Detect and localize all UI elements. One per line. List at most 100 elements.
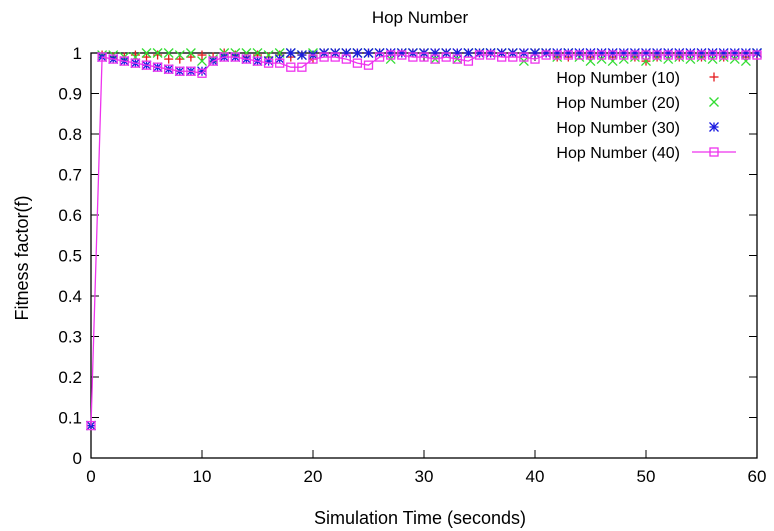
data-point (108, 54, 118, 64)
data-point (752, 50, 762, 60)
data-point (186, 66, 196, 76)
legend-marker (709, 97, 719, 107)
data-point (452, 48, 463, 58)
data-point (508, 52, 518, 62)
y-tick-label: 0.2 (58, 368, 82, 387)
data-point (696, 48, 707, 58)
legend: Hop Number (10) Hop Number (20) Hop Number… (556, 70, 736, 162)
data-point (608, 50, 618, 60)
data-point (718, 48, 729, 58)
data-point (674, 48, 685, 58)
data-point (497, 52, 507, 62)
legend-marker (709, 147, 719, 157)
data-point (363, 48, 374, 58)
data-point (685, 50, 696, 60)
data-point (740, 48, 751, 58)
data-point (729, 48, 740, 58)
data-point (208, 56, 218, 66)
data-point (563, 50, 573, 60)
data-point (552, 48, 563, 58)
data-point (197, 66, 207, 77)
data-point (541, 50, 551, 60)
data-point (463, 56, 474, 66)
data-point (707, 48, 718, 58)
legend-label: Hop Number (20) (556, 95, 680, 112)
data-point (630, 50, 640, 60)
data-point (352, 58, 363, 68)
data-point (408, 52, 418, 62)
data-point (618, 48, 629, 58)
data-point (97, 52, 107, 62)
y-tick-label: 0.4 (58, 287, 82, 306)
y-tick-label: 0.3 (58, 328, 82, 347)
data-point (363, 60, 374, 70)
data-point (175, 66, 185, 76)
data-point (485, 48, 496, 58)
data-point (652, 50, 662, 60)
data-point (219, 52, 229, 62)
series-4 (86, 50, 762, 431)
data-point (674, 50, 684, 60)
data-point (252, 56, 263, 66)
data-point (641, 50, 651, 60)
data-point (585, 48, 596, 58)
data-point (474, 50, 485, 60)
data-point (430, 48, 441, 58)
y-tick-label: 0.9 (58, 85, 82, 104)
data-point (741, 50, 751, 60)
plot-frame (90, 52, 758, 459)
data-point (585, 50, 596, 60)
data-point (152, 62, 163, 72)
data-point (153, 50, 163, 60)
data-point (419, 52, 429, 62)
data-point (374, 52, 385, 62)
data-point (141, 60, 152, 70)
x-tick-label: 40 (526, 467, 545, 486)
y-tick-label: 0 (73, 449, 82, 468)
y-tick-label: 1 (73, 44, 82, 63)
x-tick-label: 30 (415, 467, 434, 486)
data-point (241, 54, 252, 64)
data-point (330, 52, 340, 62)
data-point (619, 50, 629, 60)
y-tick-label: 0.6 (58, 206, 82, 225)
data-point (463, 48, 474, 58)
data-point (275, 58, 285, 68)
data-point (563, 48, 574, 58)
legend-marker (709, 122, 719, 132)
data-point (197, 68, 207, 78)
data-point (474, 48, 485, 58)
data-point (296, 50, 307, 60)
data-point (397, 50, 407, 60)
data-point (530, 54, 540, 64)
data-point (175, 54, 185, 64)
data-point (263, 58, 274, 68)
data-point (452, 54, 462, 64)
data-point (319, 52, 329, 62)
data-point (552, 50, 562, 60)
data-point (596, 50, 607, 60)
data-point (596, 48, 607, 58)
data-point (641, 48, 651, 58)
data-point (119, 56, 129, 66)
data-point (519, 52, 529, 62)
data-point (197, 56, 207, 67)
data-point (297, 62, 307, 72)
data-point (286, 62, 296, 72)
data-point (163, 48, 174, 58)
data-point (386, 50, 396, 60)
data-point (197, 50, 207, 60)
x-tick-label: 20 (304, 467, 323, 486)
legend-label: Hop Number (30) (556, 120, 680, 137)
data-point (663, 50, 673, 60)
x-tick-label: 10 (193, 467, 212, 486)
plot-area: 0 10 20 30 40 50 60 0 0.1 0.2 0.3 0.4 0.5 0.6 0.7 0.8 0.… (58, 44, 766, 486)
data-point (230, 52, 240, 62)
data-point (629, 48, 640, 58)
chart-title: Hop Number (372, 8, 469, 27)
data-point (130, 58, 141, 68)
data-point (696, 50, 707, 60)
data-point (719, 50, 729, 60)
y-tick-label: 0.8 (58, 125, 82, 144)
